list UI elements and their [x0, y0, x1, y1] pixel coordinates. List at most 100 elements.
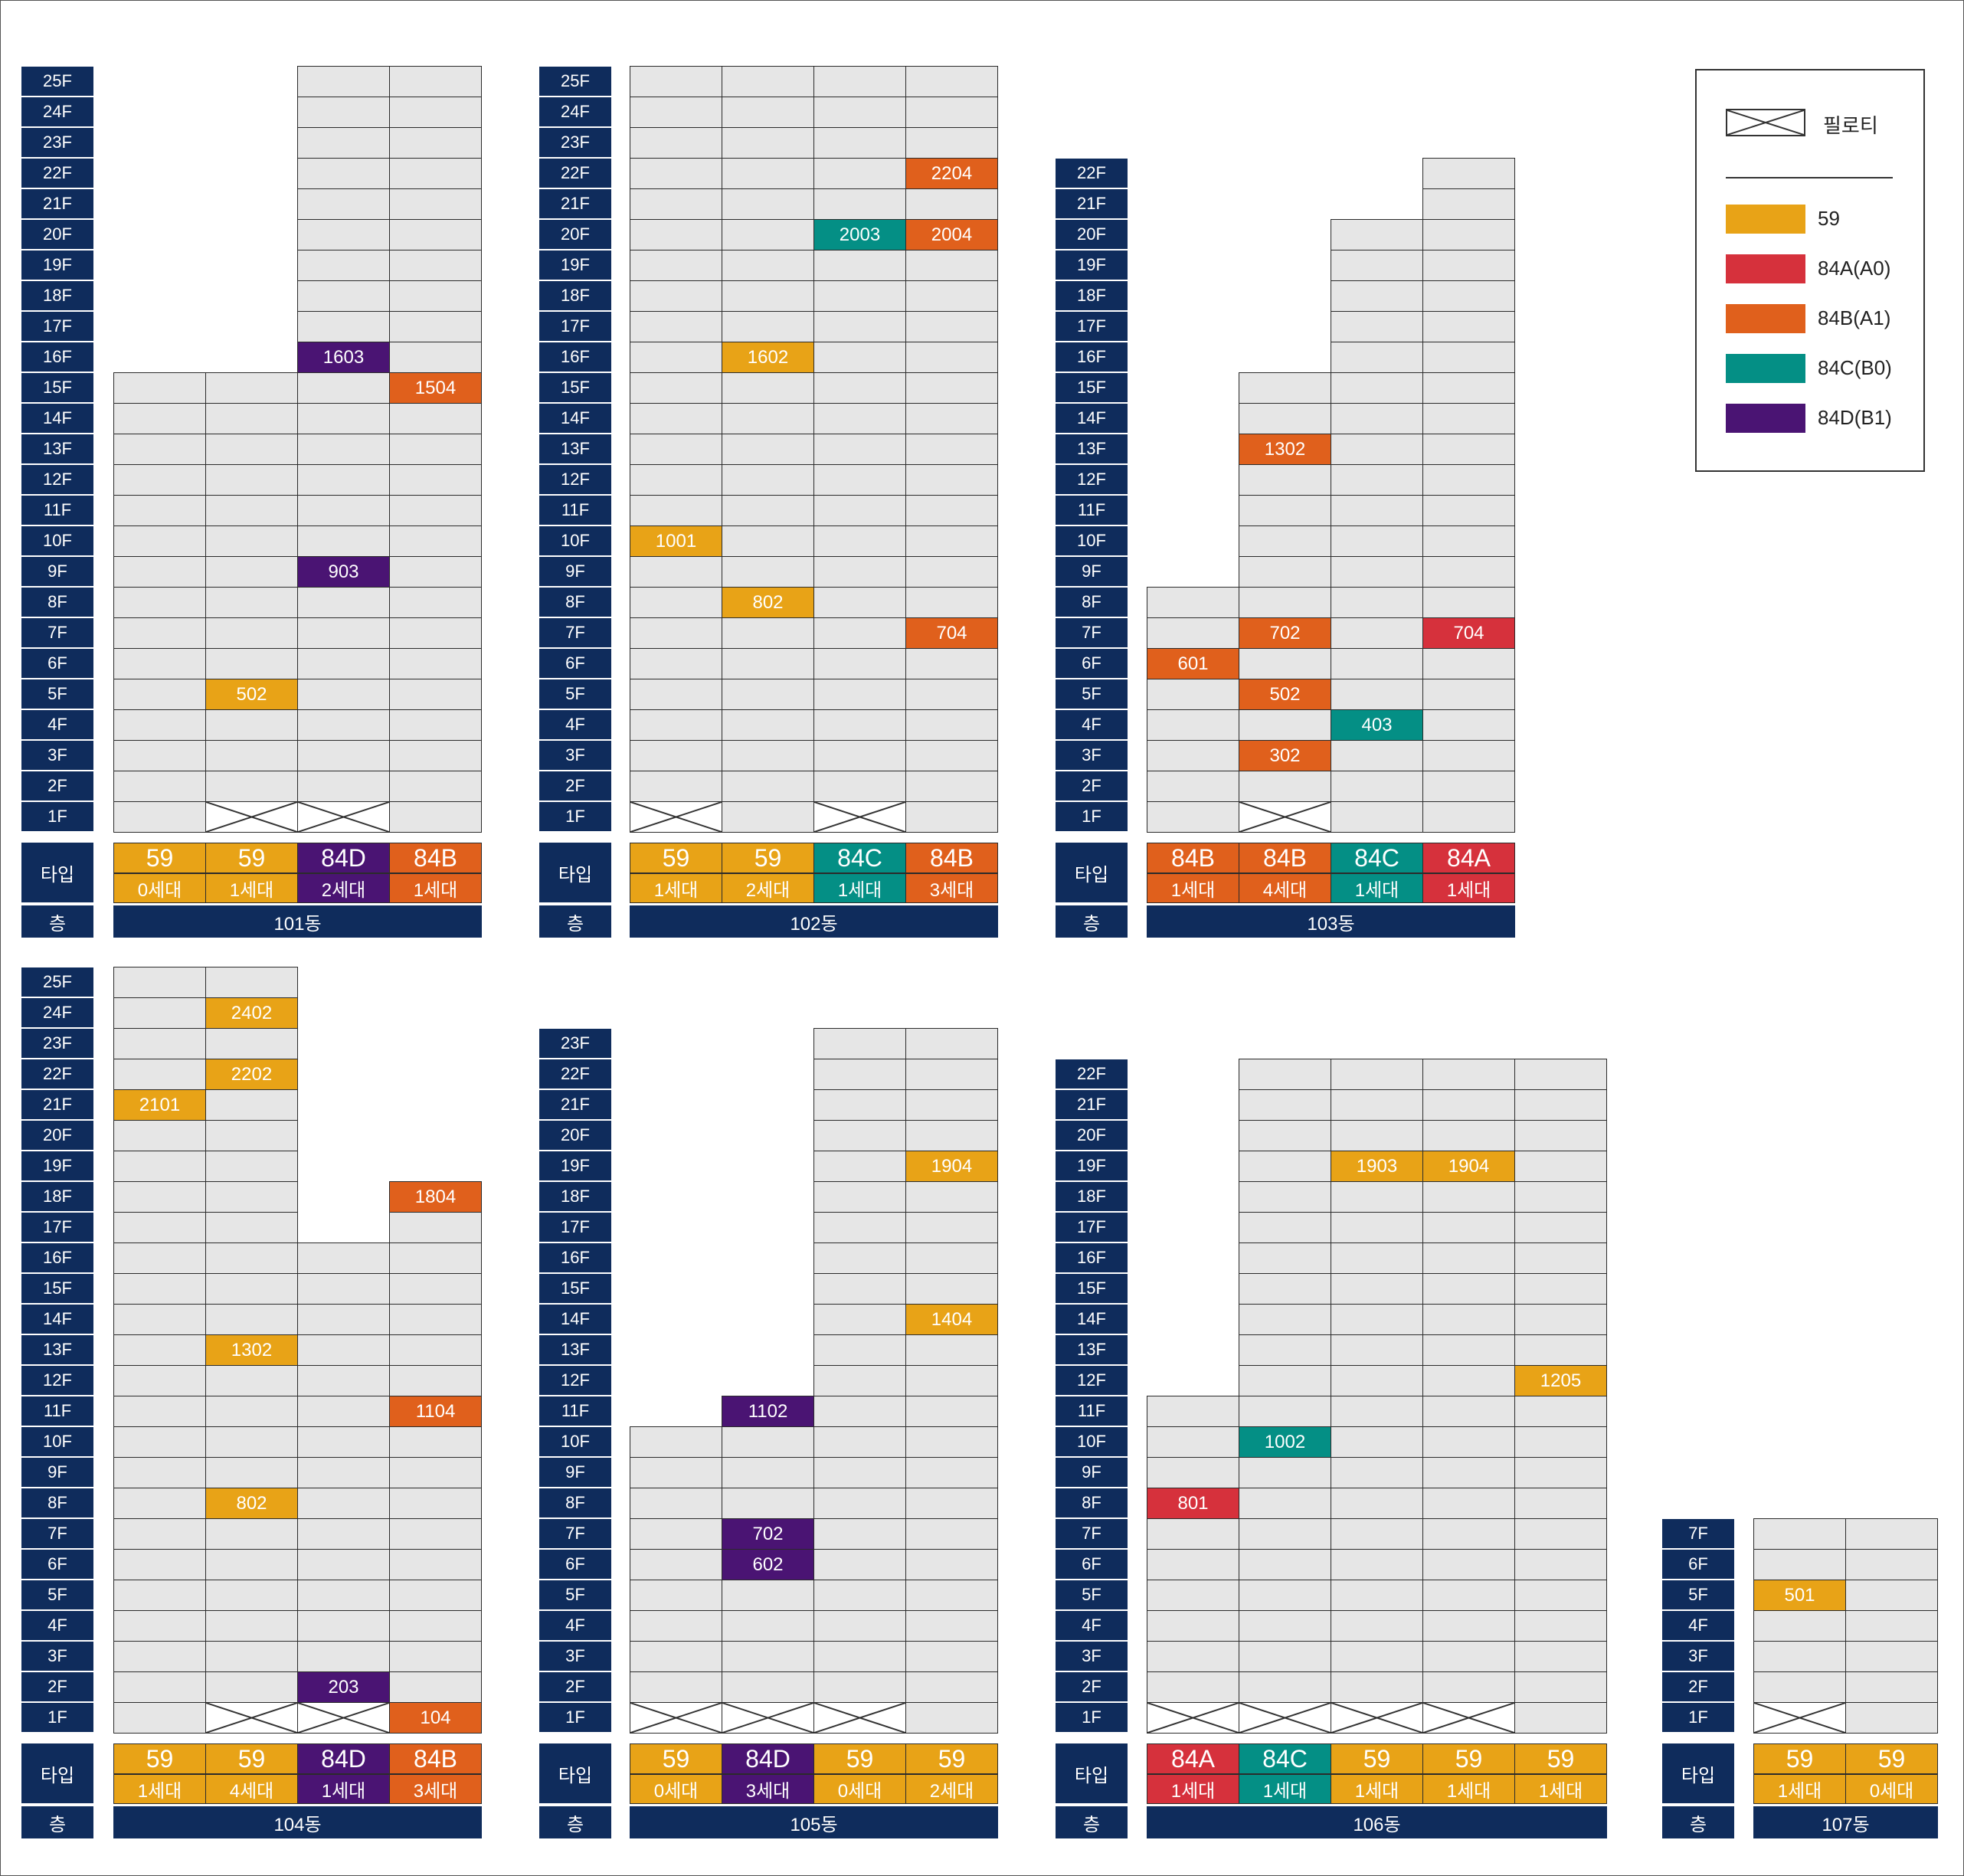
empty-cell [1239, 1580, 1331, 1611]
pilotis-cell [205, 801, 298, 833]
floor-label: 11F [1056, 496, 1128, 525]
building-name: 101동 [113, 905, 482, 938]
empty-cell [1422, 1365, 1515, 1396]
empty-cell [722, 250, 814, 281]
pilotis-icon [298, 802, 389, 832]
empty-cell [389, 280, 482, 312]
empty-cell [113, 801, 206, 833]
empty-cell [389, 66, 482, 97]
empty-cell [1422, 342, 1515, 373]
pilotis-icon [722, 1703, 813, 1733]
empty-cell [205, 1120, 298, 1151]
empty-cell [813, 709, 906, 741]
empty-cell [1239, 1641, 1331, 1672]
unit-number: 801 [1177, 1492, 1209, 1514]
empty-cell [813, 1365, 906, 1396]
floor-label: 24F [539, 97, 611, 126]
empty-cell [1331, 1426, 1423, 1458]
empty-cell [389, 1580, 482, 1611]
empty-cell [1147, 1518, 1239, 1550]
empty-cell [722, 556, 814, 588]
empty-cell [297, 219, 390, 250]
unit-number: 203 [328, 1676, 359, 1698]
empty-cell [1753, 1549, 1846, 1580]
empty-cell [113, 1580, 206, 1611]
floor-label: 15F [539, 373, 611, 402]
empty-cell [905, 771, 998, 802]
empty-cell [205, 617, 298, 649]
empty-cell [389, 311, 482, 342]
empty-cell [389, 219, 482, 250]
floor-label: 19F [21, 1151, 93, 1180]
empty-cell [113, 1426, 206, 1458]
pilotis-swatch [1726, 109, 1805, 136]
empty-cell [205, 1580, 298, 1611]
empty-cell [1514, 1212, 1607, 1243]
empty-cell [1514, 1426, 1607, 1458]
floor-label: 21F [539, 189, 611, 218]
empty-cell [905, 1334, 998, 1366]
household-count: 3세대 [905, 873, 998, 903]
empty-cell [205, 1426, 298, 1458]
empty-cell [389, 250, 482, 281]
empty-cell [905, 97, 998, 128]
empty-cell [813, 648, 906, 679]
empty-cell [722, 771, 814, 802]
empty-cell [630, 464, 722, 496]
household-count: 0세대 [813, 1774, 906, 1804]
floor-label: 18F [539, 281, 611, 310]
empty-cell [1422, 372, 1515, 404]
floor-label: 17F [1056, 1213, 1128, 1242]
empty-cell [113, 740, 206, 771]
floor-label: 4F [1056, 1611, 1128, 1640]
floor-label: 4F [21, 1611, 93, 1640]
unit-number: 1002 [1264, 1431, 1306, 1452]
floor-header: 층 [1056, 1806, 1128, 1838]
floor-label: 11F [1056, 1396, 1128, 1426]
empty-cell [389, 1334, 482, 1366]
empty-cell [205, 648, 298, 679]
type-cell: 59 [722, 843, 814, 873]
floor-label: 6F [539, 649, 611, 678]
empty-cell [297, 587, 390, 618]
unit-number: 502 [1269, 683, 1301, 705]
empty-cell [905, 66, 998, 97]
empty-cell [113, 1641, 206, 1672]
empty-cell [389, 1304, 482, 1335]
empty-cell [813, 1089, 906, 1121]
empty-cell [1514, 1242, 1607, 1274]
empty-cell [722, 740, 814, 771]
empty-cell [297, 1457, 390, 1488]
floor-label: 25F [21, 967, 93, 997]
empty-cell [630, 250, 722, 281]
household-count: 1세대 [1331, 1774, 1423, 1804]
floor-label: 18F [1056, 281, 1128, 310]
legend-swatch [1726, 354, 1805, 383]
floor-label: 11F [21, 496, 93, 525]
pilotis-cell [630, 801, 722, 833]
empty-cell [113, 1212, 206, 1243]
empty-cell [630, 97, 722, 128]
household-count: 0세대 [1845, 1774, 1938, 1804]
unit-number: 1404 [931, 1308, 973, 1330]
empty-cell [905, 250, 998, 281]
empty-cell [1422, 250, 1515, 281]
empty-cell [1514, 1580, 1607, 1611]
legend-label: 84D(B1) [1818, 406, 1892, 429]
empty-cell [205, 709, 298, 741]
floor-label: 17F [21, 1213, 93, 1242]
empty-cell [113, 1488, 206, 1519]
empty-cell [630, 740, 722, 771]
empty-cell [1514, 1702, 1607, 1734]
floor-label: 7F [1056, 1519, 1128, 1548]
floor-label: 2F [21, 771, 93, 800]
empty-cell [1239, 495, 1331, 526]
empty-cell [1422, 188, 1515, 220]
empty-cell [1514, 1488, 1607, 1519]
empty-cell [113, 1702, 206, 1734]
floor-label: 5F [21, 679, 93, 709]
empty-cell [1239, 709, 1331, 741]
empty-cell [813, 66, 906, 97]
unit-cell: 802 [722, 587, 814, 618]
floor-label: 15F [1056, 373, 1128, 402]
